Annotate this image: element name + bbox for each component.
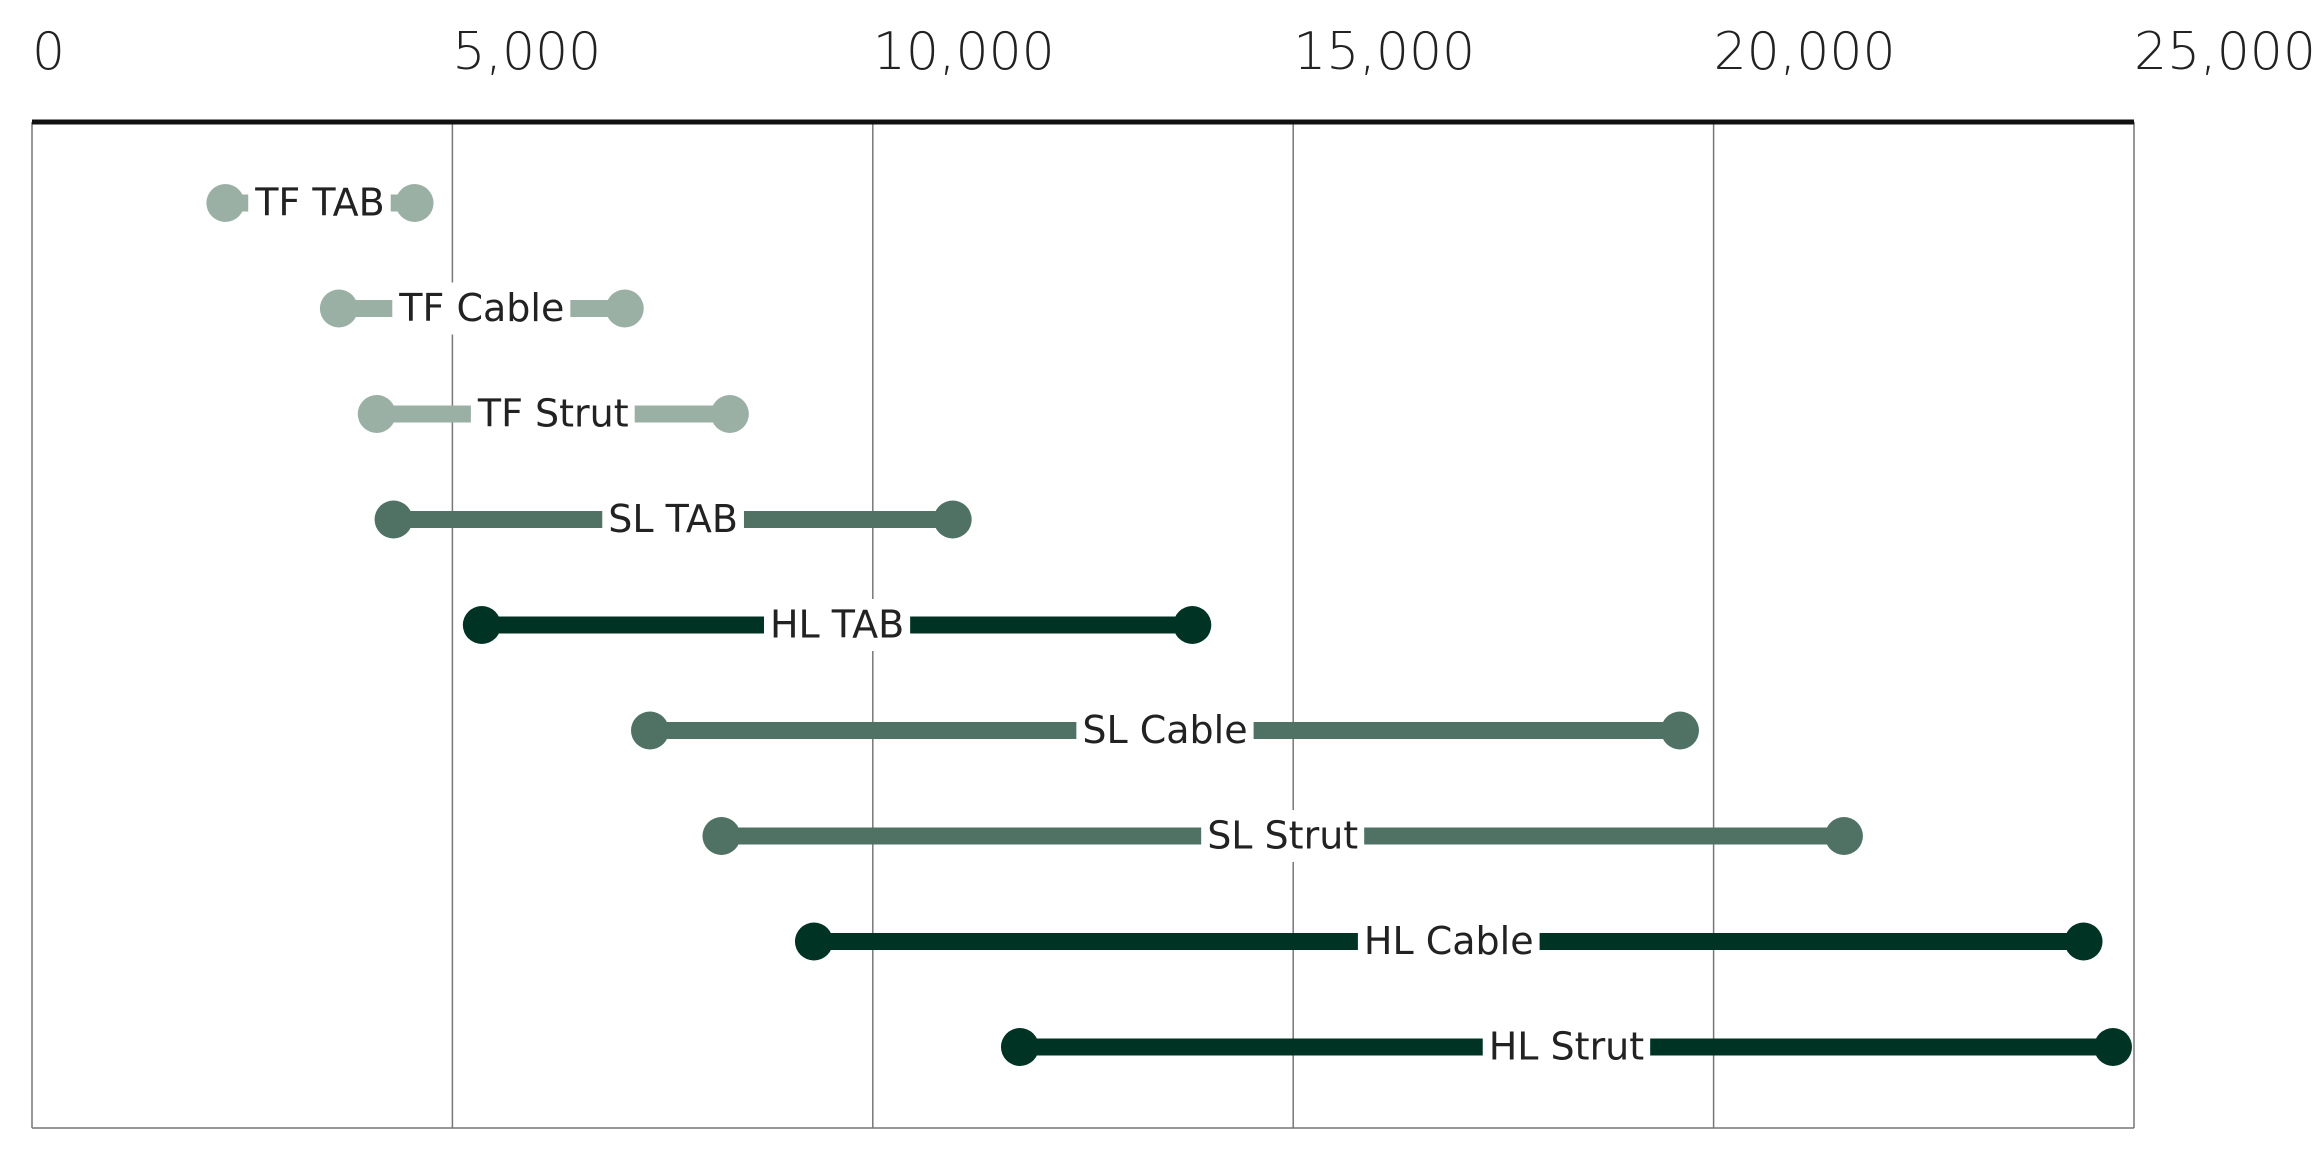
label-background	[602, 493, 744, 546]
x-tick-label: 20,000	[1714, 22, 1896, 82]
x-tick-label: 25,000	[2134, 22, 2312, 82]
low-marker	[702, 817, 741, 855]
row-label: SL Cable	[1082, 708, 1247, 752]
row-label: SL TAB	[608, 497, 738, 541]
row-label: HL Strut	[1489, 1025, 1644, 1069]
x-tick-label: 10,000	[873, 22, 1055, 82]
high-marker	[1173, 606, 1212, 644]
label-background	[1482, 1021, 1651, 1073]
low-marker	[794, 922, 833, 961]
row-label: SL Strut	[1207, 814, 1358, 858]
label-background	[470, 388, 635, 440]
low-marker	[630, 711, 669, 750]
label-background	[248, 177, 391, 229]
row-label: HL Cable	[1364, 919, 1534, 963]
x-tick-label: 15,000	[1293, 22, 1475, 82]
label-background	[392, 282, 571, 335]
low-marker	[206, 184, 245, 222]
high-marker	[710, 395, 749, 433]
low-marker	[319, 289, 358, 328]
high-marker	[605, 289, 644, 328]
high-marker	[395, 184, 434, 222]
label-background	[763, 599, 911, 651]
high-marker	[1660, 711, 1699, 750]
low-marker	[1000, 1028, 1039, 1066]
row-label: TF Strut	[477, 392, 629, 436]
high-marker	[933, 500, 972, 539]
high-marker	[1824, 817, 1863, 855]
x-tick-label: 5,000	[452, 22, 601, 82]
label-background	[1076, 704, 1254, 757]
low-marker	[462, 606, 501, 644]
label-background	[1201, 810, 1365, 862]
low-marker	[374, 500, 413, 539]
label-background	[1357, 915, 1540, 968]
low-marker	[357, 395, 396, 433]
row-label: TF Cable	[398, 286, 564, 330]
high-marker	[2093, 1028, 2132, 1066]
x-tick-label: 0	[32, 22, 65, 82]
row-label: HL TAB	[770, 603, 904, 647]
row-label: TF TAB	[254, 181, 384, 225]
high-marker	[2064, 922, 2103, 961]
